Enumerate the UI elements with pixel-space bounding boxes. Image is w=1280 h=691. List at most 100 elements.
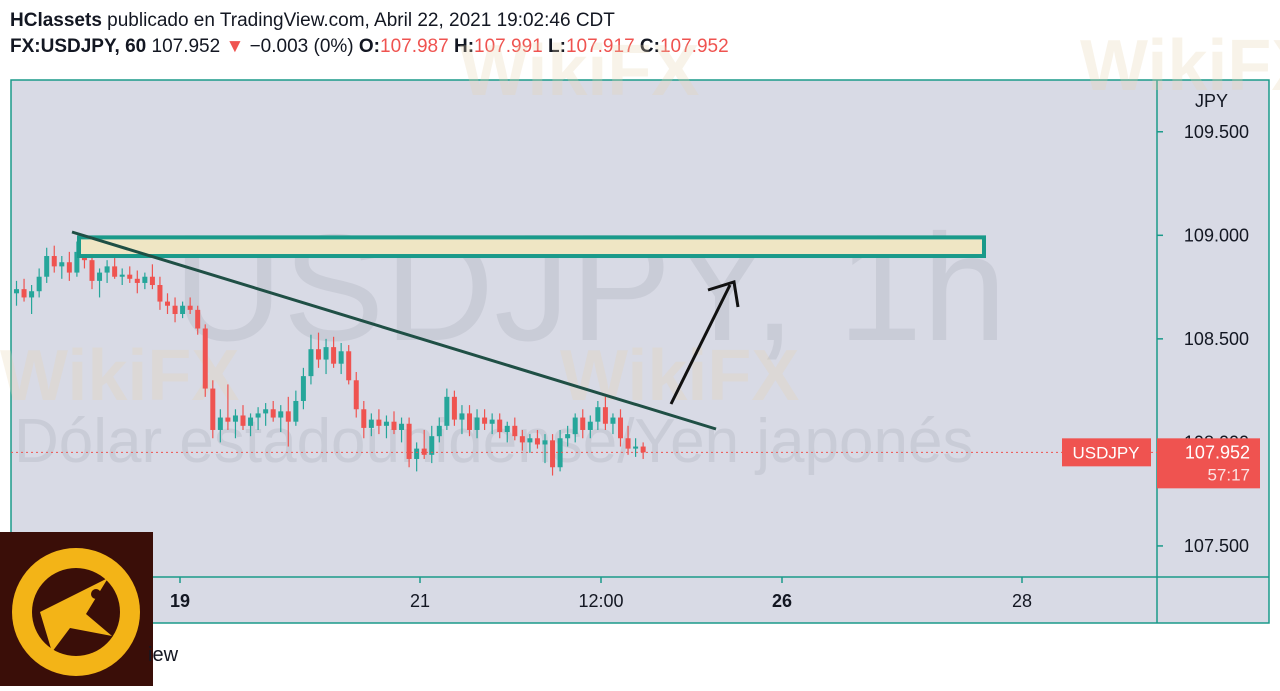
candle-body [36, 276, 42, 292]
candle-body [429, 436, 435, 455]
candle-body [353, 380, 359, 410]
candle-body [217, 417, 223, 430]
plot-area[interactable] [11, 80, 1157, 577]
candle-body [527, 438, 533, 443]
candle-body [59, 262, 65, 267]
candle-body [459, 413, 465, 420]
candle-body [550, 440, 556, 468]
candle-body [293, 400, 299, 422]
candle-body [383, 421, 389, 426]
candle-body [618, 417, 623, 439]
candle-body [263, 409, 269, 414]
axis-corner [1157, 577, 1269, 623]
symbol-badge-label: USDJPY [1072, 443, 1139, 462]
candle-body [633, 446, 639, 449]
candle-body [406, 423, 412, 459]
candle-body [323, 347, 329, 360]
candle-body [104, 266, 110, 273]
candle-body [74, 251, 80, 273]
time-tick-label: 26 [772, 591, 792, 611]
candle-body [157, 285, 163, 302]
symbol-label: FX:USDJPY, 60 [10, 36, 147, 57]
candle-body [285, 411, 291, 422]
candle-body [595, 407, 601, 422]
arrow-head-icon [707, 280, 740, 308]
candle-body [248, 417, 254, 426]
candle-body [602, 407, 608, 424]
candle-body [565, 434, 571, 439]
candle-body [640, 446, 646, 453]
candle-body [97, 272, 103, 281]
candle-body [195, 309, 201, 329]
candle-body [444, 396, 450, 426]
candle-body [172, 305, 178, 315]
candle-body [14, 289, 19, 294]
candle-body [467, 413, 472, 430]
candle-body [414, 448, 420, 459]
wikifx-watermark-4: WikiFX [0, 336, 239, 416]
candle-body [112, 266, 118, 277]
candle-body [89, 260, 95, 281]
resistance-zone[interactable] [77, 235, 986, 259]
candle-body [368, 419, 374, 428]
close-label: C: [639, 36, 660, 57]
last-price: 107.952 [151, 36, 221, 57]
candle-body [346, 351, 352, 381]
candle-body [29, 291, 35, 298]
down-arrow-icon: ▼ [225, 36, 245, 57]
watermark-subtitle: Dólar estadounidense/Yen japonés [14, 407, 973, 476]
price-axis-area[interactable] [1157, 80, 1269, 577]
candle-body [399, 423, 405, 430]
candle-body [610, 417, 616, 424]
high-value: 107.991 [474, 36, 543, 57]
candle-body [232, 415, 238, 422]
candle-body [316, 349, 321, 360]
price-tick-label: 109.000 [1184, 225, 1249, 245]
currency-label: JPY [1195, 91, 1228, 111]
open-value: 107.987 [380, 36, 449, 57]
candle-body [142, 276, 148, 283]
candle-body [270, 409, 276, 418]
open-label: O: [358, 36, 381, 57]
price-change: −0.003 (0%) [249, 36, 354, 57]
symbol-price-badge [1062, 438, 1151, 467]
candle-body [474, 417, 480, 430]
candle-body [421, 448, 427, 455]
candle-body [255, 413, 261, 418]
candle-body [225, 417, 231, 422]
candle-body [391, 421, 397, 430]
wikifx-watermark-2: WikiFX [560, 336, 799, 416]
candle-body [504, 425, 510, 433]
candle-body [165, 301, 170, 306]
bar-countdown: 57:17 [1207, 465, 1250, 484]
candle-body [21, 289, 27, 298]
candle-body [534, 438, 540, 445]
price-tick-label: 109.500 [1184, 122, 1249, 142]
time-axis-area[interactable] [11, 577, 1157, 623]
breakout-arrow[interactable] [669, 284, 732, 405]
candle-body [300, 376, 306, 401]
candle-body [331, 347, 337, 364]
candle-body [338, 351, 344, 364]
candle-body [278, 411, 284, 418]
chart-frame [10, 79, 1270, 624]
price-tick-label: 107.500 [1184, 536, 1249, 556]
candle-body [519, 436, 525, 443]
wikifx-watermark-1: WikiFX [460, 31, 699, 111]
candle-body [572, 417, 578, 435]
candle-body [482, 417, 488, 424]
publish-date: publicado en TradingView.com, Abril 22, … [107, 10, 615, 31]
candle-body [51, 256, 57, 267]
trendline[interactable] [71, 230, 717, 431]
time-axis-ticks: 19 21 12:00 26 28 [170, 577, 1032, 611]
low-label: L: [548, 36, 566, 57]
high-label: H: [453, 36, 475, 57]
current-price-badge [1157, 438, 1260, 489]
time-tick-label: 12:00 [578, 591, 623, 611]
candle-body [625, 438, 631, 449]
candle-body [149, 276, 155, 286]
watermark-title: USDJPY, 1h [173, 203, 1007, 373]
author-name[interactable]: HClassets [10, 10, 102, 31]
close-value: 107.952 [659, 36, 729, 57]
